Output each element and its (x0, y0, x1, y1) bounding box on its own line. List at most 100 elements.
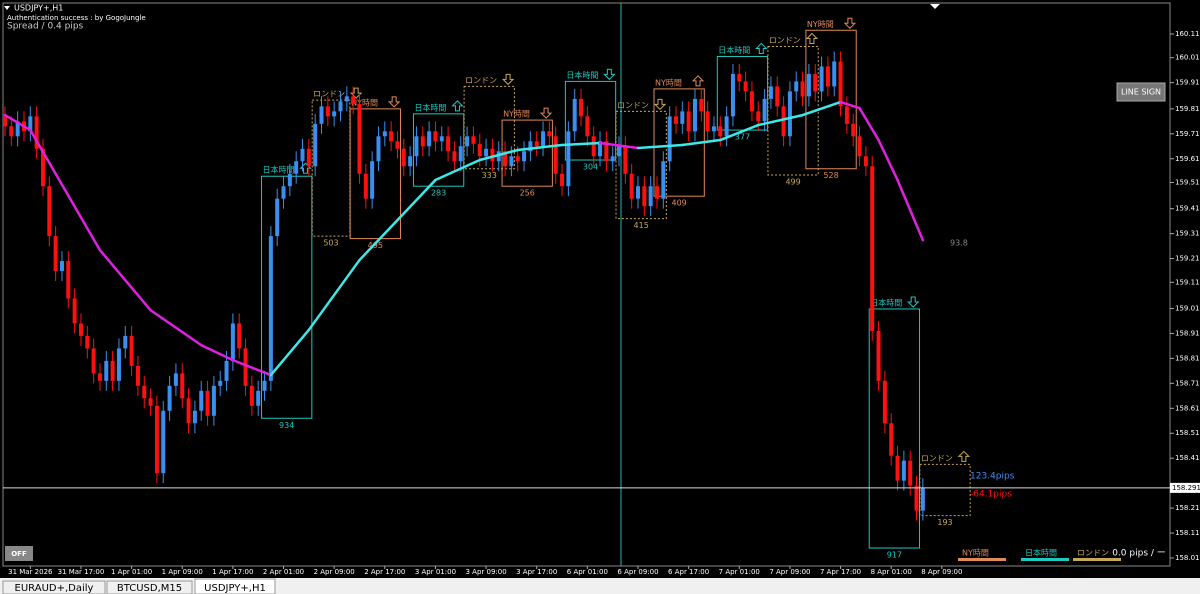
candle-body (762, 98, 767, 122)
x-tick-label: 7 Apr 01:00 (719, 568, 760, 576)
x-tick-label: 3 Apr 17:00 (516, 568, 557, 576)
candle-body (180, 373, 185, 399)
candle-body (389, 131, 394, 142)
candle-body (325, 106, 330, 117)
candle-body (110, 360, 115, 381)
auth-text: Authentication success : by GogoJungle (7, 14, 146, 22)
x-tick-label: 7 Apr 09:00 (769, 568, 810, 576)
tab-label[interactable]: BTCUSD,M15 (117, 583, 182, 594)
y-tick-label: 158.010 (1175, 554, 1200, 562)
x-tick-label: 7 Apr 17:00 (820, 568, 861, 576)
chart-title: USDJPY+,H1 (14, 4, 63, 13)
candle-body (522, 151, 527, 162)
candle-body (920, 488, 925, 511)
candle-body (230, 323, 235, 361)
tab-label[interactable]: USDJPY+,H1 (204, 583, 266, 594)
tab[interactable] (2, 580, 106, 594)
candle-body (243, 348, 248, 386)
tab[interactable] (194, 578, 276, 594)
candle-body (863, 156, 868, 167)
y-tick-label: 158.810 (1175, 354, 1200, 362)
current-price-label: 158.291 (1172, 484, 1200, 492)
ma-line (478, 148, 519, 162)
pips-down: -64.1pips (970, 490, 1012, 500)
candle-body (642, 186, 647, 207)
candle-body (40, 148, 45, 187)
y-tick-label: 158.910 (1175, 329, 1200, 337)
candle-body (553, 136, 558, 174)
candle-body (458, 146, 463, 162)
candle-body (154, 405, 159, 474)
session-arrow (755, 42, 768, 54)
candle-body (870, 166, 875, 331)
candle-body (503, 151, 508, 167)
ma-line (896, 178, 925, 242)
candle-body (370, 161, 375, 199)
shift-marker (930, 4, 940, 9)
candle-body (705, 111, 710, 132)
menu-marker (4, 6, 10, 10)
y-tick-label: 158.410 (1175, 454, 1200, 462)
tab-label[interactable]: EURAUD+,Daily (15, 583, 94, 594)
off-label[interactable]: OFF (11, 550, 27, 558)
y-tick-label: 159.810 (1175, 105, 1200, 113)
candle-body (515, 156, 520, 162)
button-label[interactable]: LINE SIGN (1121, 88, 1161, 97)
off-bg[interactable] (5, 546, 33, 561)
ma-line (231, 358, 273, 377)
legend-label: NY時間 (962, 549, 989, 558)
candle-body (53, 236, 58, 272)
candle-body (680, 111, 685, 124)
candle-body (484, 148, 489, 157)
y-tick-label: 159.310 (1175, 230, 1200, 238)
candle-body (629, 173, 634, 199)
session-pips: 495 (368, 241, 383, 250)
candle-body (844, 106, 849, 124)
line-sign-button[interactable]: LINE SIGN (1116, 82, 1166, 102)
session-label: ロンドン (465, 76, 497, 85)
candle-body (838, 61, 843, 107)
candle-body (199, 390, 204, 411)
session-pips: 304 (583, 163, 598, 172)
ma-line (757, 113, 804, 127)
candle-body (914, 485, 919, 511)
candle-body (161, 410, 166, 474)
session-pips: 409 (672, 199, 687, 208)
candle-body (3, 116, 7, 127)
session-pips: 499 (785, 177, 800, 186)
candle-body (718, 126, 723, 137)
off-button[interactable]: OFF (5, 546, 33, 561)
candle-body (15, 121, 20, 137)
session-arrow (653, 98, 667, 111)
candle-body (813, 73, 818, 92)
legend-bar (1073, 558, 1121, 561)
y-tick-label: 158.110 (1175, 529, 1200, 537)
session-label: NY時間 (655, 78, 682, 87)
candle-body (344, 96, 349, 102)
candle-body (129, 335, 134, 366)
status-text: 0.0 pips / ー (1112, 549, 1166, 559)
candle-body (477, 143, 482, 157)
candle-body (142, 385, 147, 399)
ma-line (307, 258, 361, 332)
session-arrow (805, 32, 819, 44)
ma-line (598, 141, 640, 150)
y-tick-label: 160.110 (1175, 30, 1200, 38)
ma-line (3, 113, 32, 132)
candle-body (357, 103, 362, 174)
y-tick-label: 158.710 (1175, 379, 1200, 387)
candle-body (699, 98, 704, 112)
x-tick-label: 6 Apr 09:00 (617, 568, 658, 576)
candle-body (743, 81, 748, 92)
legend-bar (1021, 558, 1069, 561)
button-bg[interactable] (1116, 82, 1166, 102)
candle-body (338, 101, 343, 112)
candle-body (395, 141, 400, 149)
candle-body (249, 385, 254, 406)
session-pips: 333 (482, 171, 497, 180)
tab[interactable] (106, 580, 193, 594)
candle-body (351, 96, 356, 104)
x-tick-label: 8 Apr 01:00 (871, 568, 912, 576)
session-label: NY時間 (351, 98, 378, 107)
candle-body (617, 146, 622, 157)
